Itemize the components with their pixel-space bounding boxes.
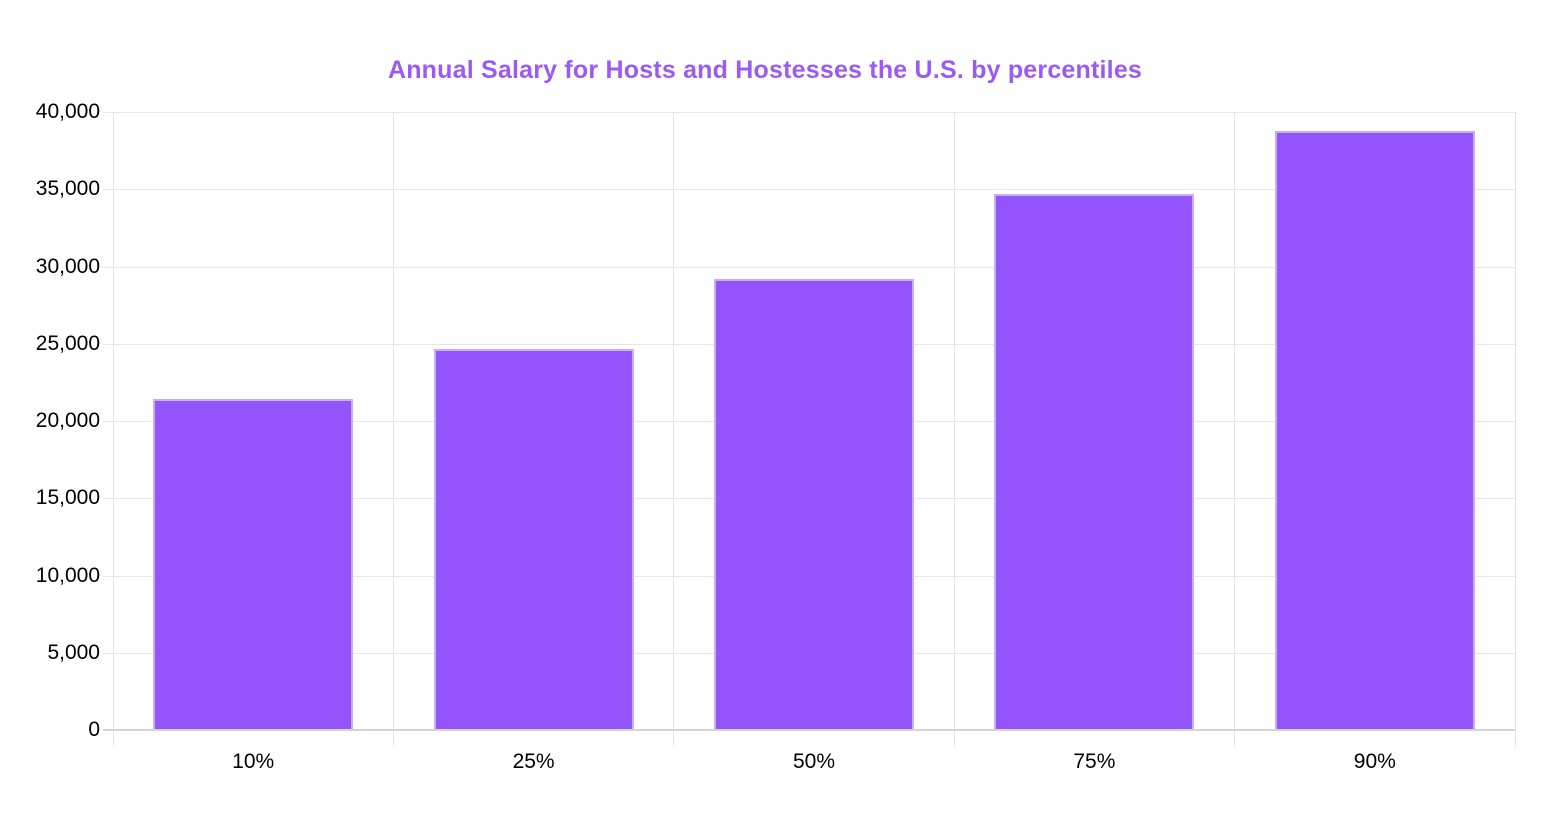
plot-area [103,112,1516,747]
x-axis-labels: 10% 25% 50% 75% 90% [113,750,1515,780]
y-tick-label: 35,000 [35,177,100,201]
x-tick-label: 25% [512,750,555,773]
gridline-vertical [1234,112,1236,747]
y-tick-label: 30,000 [35,254,100,278]
gridline-horizontal [103,189,1515,191]
y-axis-labels: 0 5,000 10,000 15,000 20,000 25,000 30,000 35,0… [0,100,100,741]
y-tick-label: 0 [88,718,100,741]
y-tick-label: 10,000 [35,563,100,587]
bar-25% [433,349,634,730]
bar-75% [994,194,1195,730]
gridline-vertical [112,112,114,747]
y-tick-label: 40,000 [35,100,100,123]
x-tick-label: 50% [792,750,835,773]
gridline-vertical [953,112,955,747]
x-tick-label: 75% [1073,750,1116,773]
y-tick-label: 15,000 [35,486,100,510]
x-axis-line [103,729,1515,731]
y-tick-label: 20,000 [35,409,100,432]
y-tick-label: 5,000 [47,640,100,664]
x-tick-label: 90% [1353,750,1396,773]
y-tick-label: 25,000 [35,331,100,355]
chart-title: Annual Salary for Hosts and Hostesses th… [387,56,1143,84]
gridline-vertical [673,112,675,747]
bar-10% [153,398,354,730]
bar-90% [1274,130,1475,730]
gridline-vertical [392,112,394,747]
x-tick-label: 10% [232,750,275,773]
gridline-horizontal [103,112,1515,113]
bar-50% [714,278,914,730]
gridline-vertical [1514,112,1516,747]
gridline-horizontal [103,266,1515,268]
